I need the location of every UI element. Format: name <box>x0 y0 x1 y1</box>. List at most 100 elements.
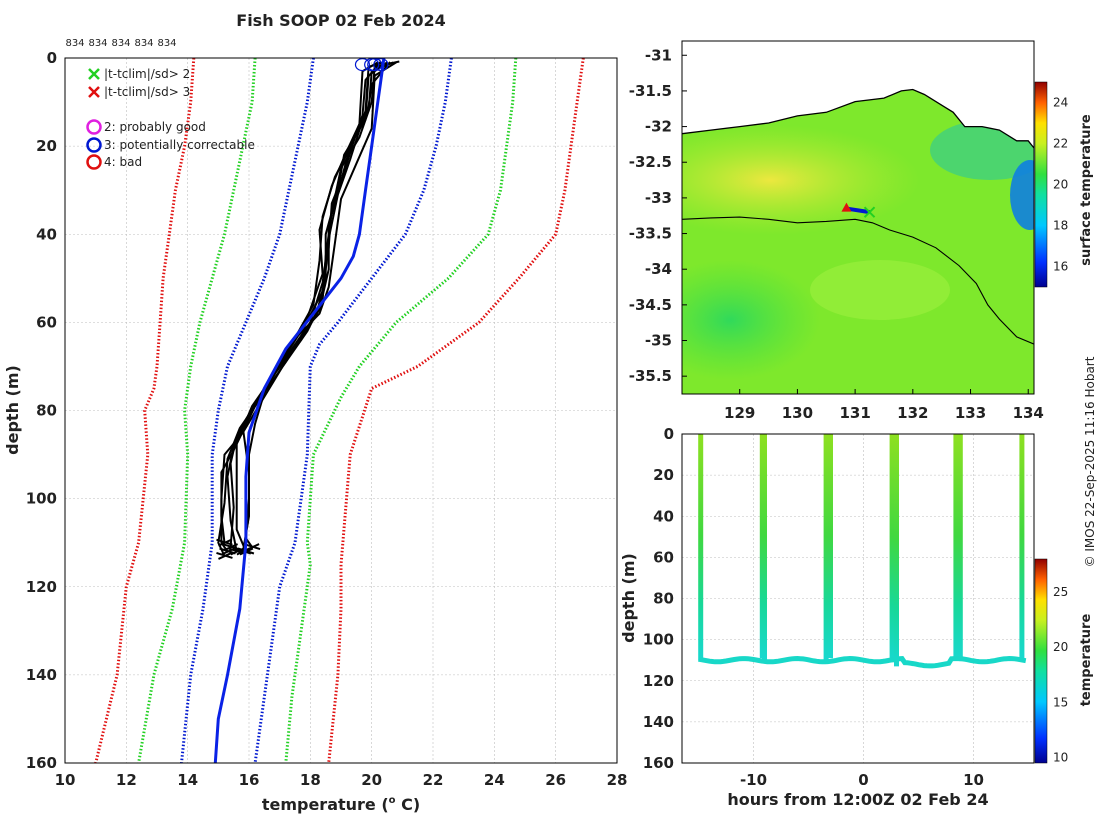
cast-column <box>762 434 767 661</box>
track-start-marker <box>841 202 852 212</box>
top-count-label: 834 <box>88 38 107 49</box>
bottom-trace <box>698 655 1027 669</box>
x-tick-label: 10 <box>55 771 76 789</box>
y-tick-label: 60 <box>36 313 57 331</box>
flag-circle <box>354 58 371 72</box>
credit-text: © IMOS 22-Sep-2025 11:16 Hobart <box>1083 356 1097 567</box>
sst-field <box>682 41 1034 394</box>
x-tick-label: 16 <box>239 771 260 789</box>
profile-x-axis-label: temperature (o C) <box>262 795 420 814</box>
profile-legend: |t-tclim|/sd> 2 |t-tclim|/sd> 3 2: probabl… <box>86 67 255 170</box>
y-tick-label: 120 <box>26 578 57 596</box>
temperature-colorbar-ticks: 10 15 20 25 <box>1053 585 1068 764</box>
top-count-label: 834 <box>111 38 130 49</box>
mean-profile-line <box>213 57 386 764</box>
gulf-cold-patch <box>1010 160 1034 230</box>
surface-temperature-colorbar-label: surface temperature <box>1079 114 1094 266</box>
shelf-edge-contour <box>682 216 1034 345</box>
map-y-tick-label: -32 <box>645 118 672 136</box>
ts-y-tick-label: 80 <box>653 590 674 608</box>
legend-label: 2: probably good <box>104 120 206 134</box>
surface-temp-colorbar-tick: 22 <box>1053 137 1068 151</box>
timeseries-x-ticks: -10 0 10 <box>740 771 984 789</box>
x-tick-label: 28 <box>607 771 628 789</box>
profile-line <box>220 61 385 543</box>
cast-column <box>894 434 899 667</box>
ts-y-tick-label: 40 <box>653 507 674 525</box>
ts-x-tick-label: 10 <box>963 771 984 789</box>
map-x-tick-label: 133 <box>955 404 986 422</box>
profile-panel: Fish SOOP 02 Feb 2024 10 12 14 16 18 20 22 24 26… <box>3 11 627 814</box>
x-tick-label: 12 <box>116 771 137 789</box>
ship-track-markers <box>841 202 876 218</box>
surface-temperature-colorbar-ticks: 16 18 20 22 24 <box>1053 96 1068 274</box>
timeseries-x-axis-label: hours from 12:00Z 02 Feb 24 <box>727 790 988 809</box>
cast-column <box>823 434 829 661</box>
map-y-tick-label: -33.5 <box>629 225 672 243</box>
y-tick-label: 80 <box>36 402 57 420</box>
x-tick-label: 20 <box>361 771 382 789</box>
map-y-tick-label: -33 <box>645 189 672 207</box>
profile-line <box>217 61 379 557</box>
flag-circles <box>354 58 389 72</box>
map-y-tick-label: -32.5 <box>629 153 672 171</box>
cast-column <box>1019 434 1025 659</box>
surface-temp-colorbar-tick: 20 <box>1053 178 1068 192</box>
legend-label: |t-tclim|/sd> 3 <box>104 85 190 99</box>
top-count-label: 834 <box>134 38 153 49</box>
profile-y-axis-label: depth (m) <box>3 365 22 455</box>
x-tick-label: 14 <box>177 771 198 789</box>
ts-y-tick-label: 60 <box>653 548 674 566</box>
timeseries-panel: -10 0 10 0 20 40 60 80 100 120 140 160 hours from … <box>619 425 1094 809</box>
ts-x-tick-label: -10 <box>740 771 767 789</box>
cast-column <box>953 434 959 661</box>
ts-y-tick-label: 0 <box>664 425 674 443</box>
timeseries-casts <box>698 434 1027 669</box>
map-y-tick-label: -34 <box>645 260 672 278</box>
profile-bottom-scribble <box>216 538 233 547</box>
surface-temp-colorbar-tick: 24 <box>1053 96 1068 110</box>
map-frame <box>681 40 1035 395</box>
top-count-label: 834 <box>65 38 84 49</box>
temperature-colorbar-tick: 25 <box>1053 585 1068 599</box>
map-x-tick-label: 130 <box>782 404 813 422</box>
profile-bottom-scribble <box>216 551 233 560</box>
chart-title: Fish SOOP 02 Feb 2024 <box>236 11 445 30</box>
flag-circle <box>367 58 383 72</box>
profile-gridlines <box>64 57 618 764</box>
clim-line-mean+1sd <box>253 57 453 764</box>
profile-bottom-scribble <box>234 547 252 556</box>
ts-y-tick-label: 160 <box>643 754 674 772</box>
legend-marker-circle <box>86 154 102 170</box>
y-tick-label: 0 <box>47 49 57 67</box>
map-y-tick-label: -35 <box>645 332 672 350</box>
legend-label: 4: bad <box>104 155 142 169</box>
cast-column <box>828 434 833 659</box>
ts-x-tick-label: 0 <box>858 771 868 789</box>
legend-label: 3: potentially correctable <box>104 138 255 152</box>
temperature-colorbar-tick: 15 <box>1053 695 1068 709</box>
temperature-colorbar-label: temperature <box>1079 614 1094 707</box>
ts-y-tick-label: 100 <box>643 631 674 649</box>
y-tick-label: 40 <box>36 225 57 243</box>
temperature-profiles <box>216 60 400 560</box>
map-panel: 129 130 131 132 133 134 -31-31.5-32-32.5-33-3… <box>629 40 1094 422</box>
cast-column <box>957 434 963 661</box>
map-x-ticks: 129 130 131 132 133 134 <box>724 389 1044 422</box>
legend-marker-x <box>88 68 100 80</box>
map-y-tick-label: -34.5 <box>629 296 672 314</box>
flag-circle <box>373 58 389 72</box>
y-tick-label: 140 <box>26 666 57 684</box>
clim-line-mean-1sd <box>180 57 315 764</box>
ts-y-tick-label: 120 <box>643 672 674 690</box>
climatology-lines <box>94 57 585 764</box>
y-tick-label: 100 <box>26 490 57 508</box>
timeseries-gridlines <box>682 433 1034 764</box>
land <box>682 41 1034 148</box>
profile-plot-frame <box>64 57 618 764</box>
clim-line-mean+3sd <box>327 57 585 764</box>
cool-water-patch <box>682 260 820 380</box>
x-tick-label: 26 <box>545 771 566 789</box>
temperature-colorbar <box>1034 558 1048 764</box>
